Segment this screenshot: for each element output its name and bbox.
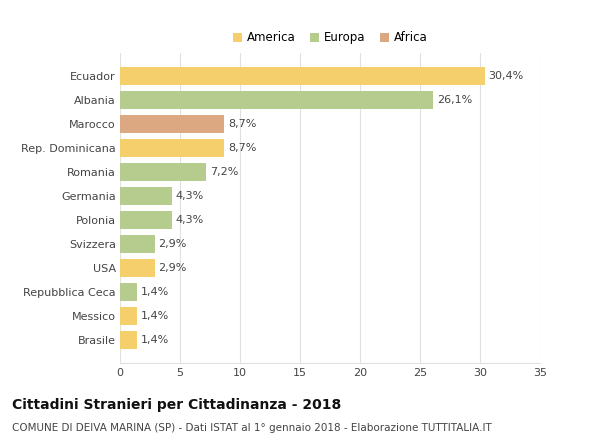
Bar [120, 307, 137, 325]
Text: 7,2%: 7,2% [210, 167, 238, 177]
Bar [120, 283, 137, 301]
Text: 2,9%: 2,9% [158, 263, 187, 273]
Text: 26,1%: 26,1% [437, 95, 472, 105]
Text: 4,3%: 4,3% [175, 191, 203, 201]
Bar [120, 187, 172, 205]
Bar [120, 67, 485, 85]
Text: Cittadini Stranieri per Cittadinanza - 2018: Cittadini Stranieri per Cittadinanza - 2… [12, 398, 341, 412]
Text: 8,7%: 8,7% [228, 119, 256, 129]
Bar [120, 91, 433, 109]
Text: COMUNE DI DEIVA MARINA (SP) - Dati ISTAT al 1° gennaio 2018 - Elaborazione TUTTI: COMUNE DI DEIVA MARINA (SP) - Dati ISTAT… [12, 423, 492, 433]
Text: 2,9%: 2,9% [158, 239, 187, 249]
Bar [120, 139, 224, 157]
Bar [120, 115, 224, 133]
Text: 8,7%: 8,7% [228, 143, 256, 153]
Legend: America, Europa, Africa: America, Europa, Africa [229, 28, 431, 48]
Bar [120, 259, 155, 277]
Text: 30,4%: 30,4% [488, 71, 524, 81]
Text: 1,4%: 1,4% [140, 287, 169, 297]
Bar [120, 331, 137, 349]
Text: 4,3%: 4,3% [175, 215, 203, 225]
Bar [120, 235, 155, 253]
Bar [120, 163, 206, 181]
Bar [120, 211, 172, 229]
Text: 1,4%: 1,4% [140, 311, 169, 321]
Text: 1,4%: 1,4% [140, 335, 169, 345]
